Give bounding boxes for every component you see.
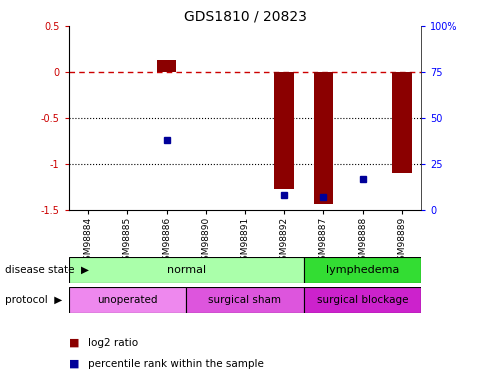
Text: log2 ratio: log2 ratio	[88, 338, 138, 348]
Bar	[274, 72, 294, 189]
Text: lymphedema: lymphedema	[326, 265, 399, 275]
Text: ■: ■	[69, 359, 79, 369]
Bar	[186, 287, 304, 313]
Bar	[157, 60, 176, 72]
Text: percentile rank within the sample: percentile rank within the sample	[88, 359, 264, 369]
Text: surgical blockage: surgical blockage	[317, 295, 408, 305]
Text: protocol  ▶: protocol ▶	[5, 295, 62, 305]
Text: surgical sham: surgical sham	[209, 295, 281, 305]
Bar	[69, 257, 304, 283]
Bar	[392, 72, 412, 173]
Text: ■: ■	[69, 338, 79, 348]
Bar	[304, 287, 421, 313]
Text: normal: normal	[167, 265, 206, 275]
Title: GDS1810 / 20823: GDS1810 / 20823	[184, 10, 306, 24]
Text: disease state  ▶: disease state ▶	[5, 265, 89, 275]
Bar	[304, 257, 421, 283]
Bar	[69, 287, 186, 313]
Text: unoperated: unoperated	[97, 295, 158, 305]
Bar	[314, 72, 333, 204]
